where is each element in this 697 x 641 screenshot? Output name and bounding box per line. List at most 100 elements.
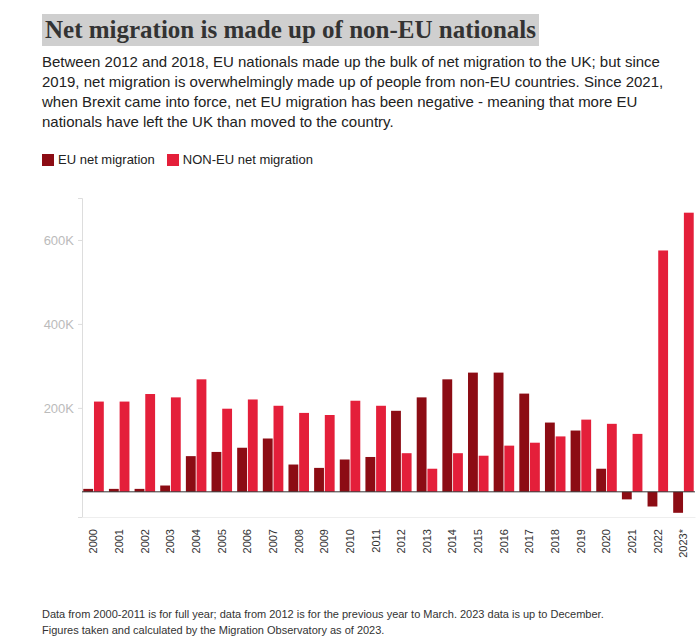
bar (197, 379, 207, 491)
y-tick: 400K (44, 317, 82, 332)
bar (673, 492, 683, 513)
y-axis: 200K 400K 600K (44, 199, 83, 518)
x-tick-label: 2014 (446, 529, 458, 553)
bar (596, 469, 606, 492)
x-tick: 2002 (139, 517, 151, 553)
y-tick: 600K (44, 233, 82, 248)
legend: EU net migration NON-EU net migration (42, 152, 313, 167)
bar (530, 443, 540, 492)
x-tick: 2019 (575, 517, 587, 553)
x-tick-label: 2006 (241, 529, 253, 553)
x-tick-label: 2022 (652, 529, 664, 553)
x-tick: 2015 (472, 517, 484, 553)
subtitle: Between 2012 and 2018, EU nationals made… (42, 52, 682, 132)
footnote: Data from 2000-2011 is for full year; da… (42, 606, 604, 638)
x-tick: 2014 (446, 517, 458, 553)
bar (350, 401, 360, 492)
x-tick-label: 2009 (318, 529, 330, 553)
bar (648, 492, 658, 507)
bar (171, 397, 181, 491)
x-tick-label: 2018 (549, 529, 561, 553)
bar (633, 434, 643, 492)
y-tick-mark (78, 240, 82, 241)
y-tick-label: 200K (44, 401, 75, 416)
x-tick: 2001 (113, 517, 125, 553)
bar (504, 446, 514, 492)
bar (212, 452, 222, 492)
x-tick-label: 2005 (216, 529, 228, 553)
bar (299, 413, 309, 492)
x-tick: 2016 (498, 517, 510, 553)
bar (479, 456, 489, 492)
legend-label: NON-EU net migration (183, 152, 313, 167)
bar (274, 406, 284, 492)
bar (120, 402, 130, 492)
bar (622, 492, 632, 500)
x-axis-line (83, 517, 696, 518)
x-tick: 2012 (395, 517, 407, 553)
y-tick: 200K (44, 401, 82, 416)
x-tick: 2010 (344, 517, 356, 553)
bar (519, 394, 529, 492)
title: Net migration is made up of non-EU natio… (42, 14, 539, 46)
x-tick-label: 2007 (267, 529, 279, 553)
x-tick: 2022 (652, 517, 664, 553)
x-tick: 2009 (318, 517, 330, 553)
x-tick-label: 2003 (164, 529, 176, 553)
x-tick: 2008 (293, 517, 305, 553)
x-axis: 2000 2001 2002 2003 2004 2005 2006 2007 2008 2009… (83, 517, 696, 558)
bar (468, 373, 478, 492)
x-tick-label: 2015 (472, 529, 484, 553)
bar (263, 439, 273, 492)
bar (94, 402, 104, 492)
x-tick: 2023* (677, 517, 689, 558)
bars (83, 213, 693, 513)
x-tick-label: 2008 (293, 529, 305, 553)
y-tick-mark (78, 324, 82, 325)
x-tick-label: 2010 (344, 529, 356, 553)
bar (237, 448, 247, 492)
x-tick-label: 2004 (190, 529, 202, 553)
bar (427, 469, 437, 492)
legend-swatch (167, 154, 179, 166)
bar (186, 456, 196, 492)
x-tick: 2007 (267, 517, 279, 553)
bar (325, 415, 335, 492)
x-tick-label: 2013 (421, 529, 433, 553)
bar (684, 213, 694, 492)
x-tick-label: 2002 (139, 529, 151, 553)
y-axis-line (78, 199, 83, 518)
footnote-line: Figures taken and calculated by the Migr… (42, 622, 604, 638)
baseline (82, 491, 695, 492)
x-tick-label: 2019 (575, 529, 587, 553)
legend-swatch (42, 154, 54, 166)
bar (402, 453, 412, 492)
x-tick: 2017 (523, 517, 535, 553)
bar (581, 420, 591, 492)
x-tick-label: 2021 (626, 529, 638, 553)
legend-label: EU net migration (58, 152, 155, 167)
bar (222, 409, 232, 492)
bar (288, 465, 298, 492)
x-tick-label: 2012 (395, 529, 407, 553)
y-tick-mark (78, 408, 82, 409)
bar (365, 457, 375, 492)
bar (571, 431, 581, 492)
x-tick: 2003 (164, 517, 176, 553)
bar (376, 406, 386, 492)
bar (658, 250, 668, 491)
x-tick: 2020 (600, 517, 612, 553)
x-tick: 2011 (370, 517, 382, 553)
bar (145, 394, 155, 492)
x-tick: 2005 (216, 517, 228, 553)
bar (607, 424, 617, 492)
bar (442, 379, 452, 491)
x-tick: 2000 (87, 517, 99, 553)
bar (494, 373, 504, 492)
bar (545, 423, 555, 492)
x-tick: 2018 (549, 517, 561, 553)
bar (340, 459, 350, 491)
legend-item: NON-EU net migration (167, 152, 313, 167)
x-tick: 2021 (626, 517, 638, 553)
bar (314, 468, 324, 492)
